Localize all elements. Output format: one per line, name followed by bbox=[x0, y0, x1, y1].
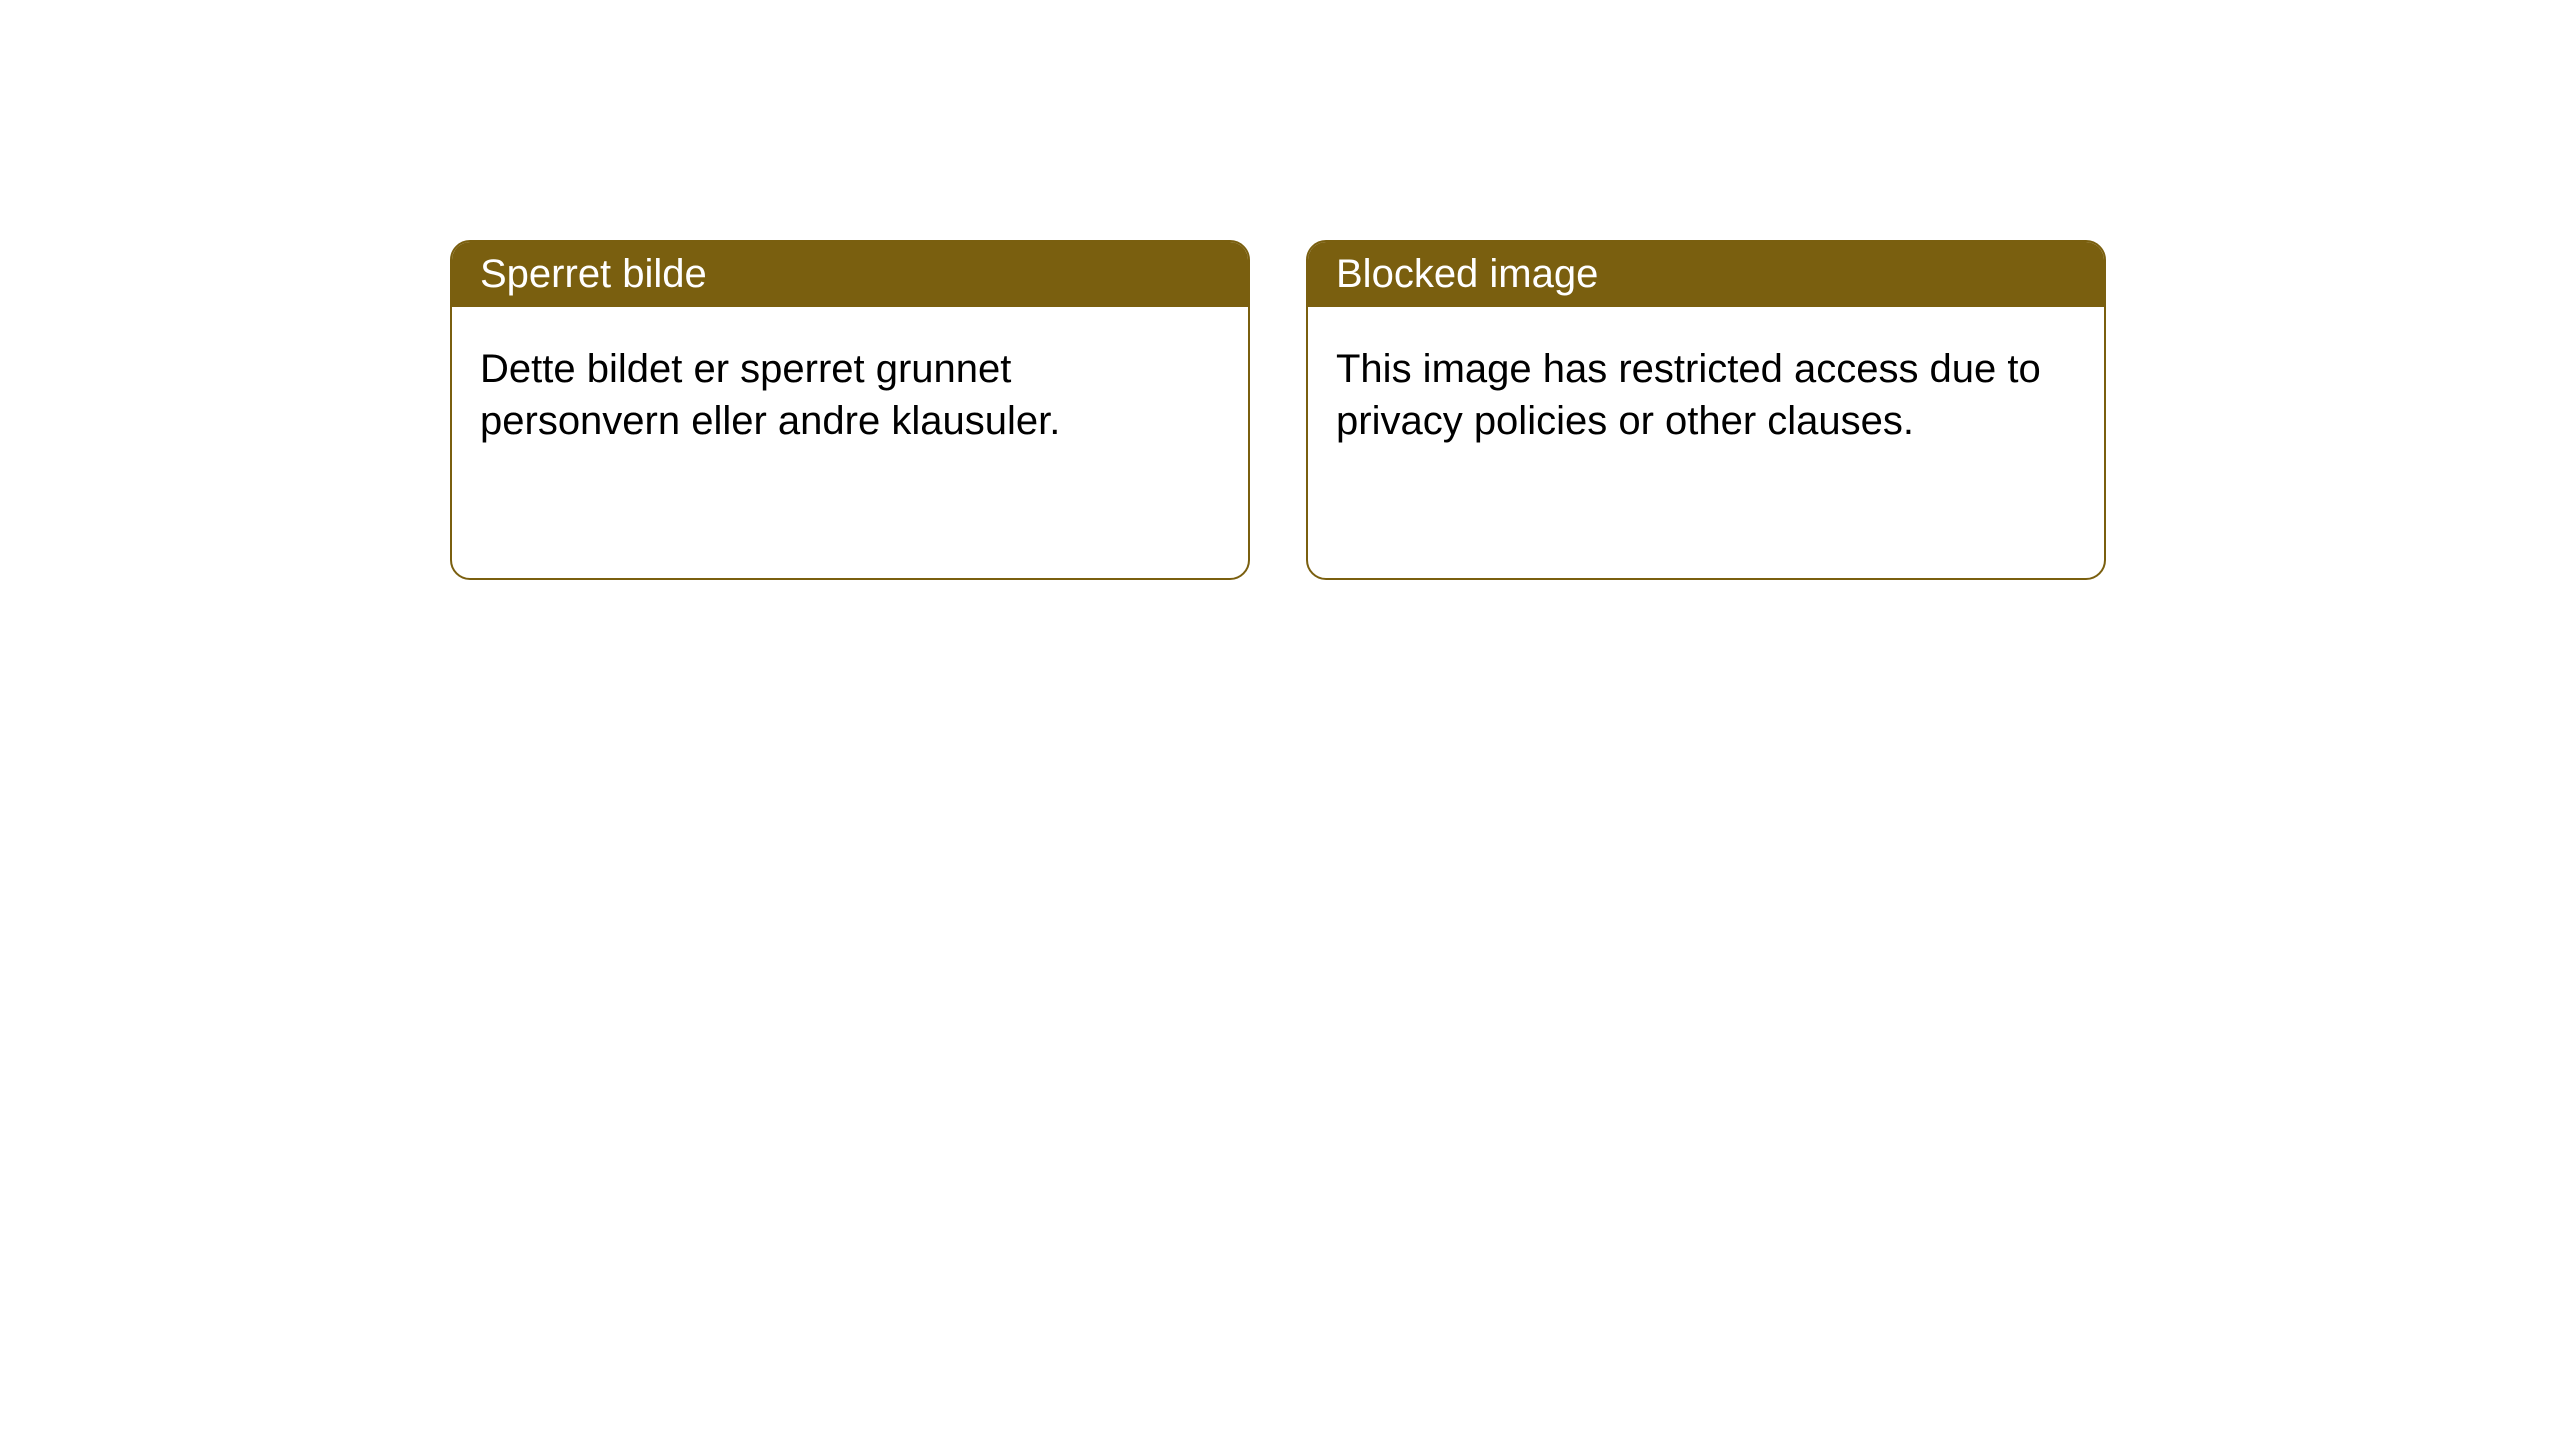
notice-message-english: This image has restricted access due to … bbox=[1336, 347, 2041, 443]
notice-body-norwegian: Dette bildet er sperret grunnet personve… bbox=[452, 307, 1248, 483]
notice-title-english: Blocked image bbox=[1336, 252, 1598, 296]
notice-box-norwegian: Sperret bilde Dette bildet er sperret gr… bbox=[450, 240, 1250, 580]
notice-container: Sperret bilde Dette bildet er sperret gr… bbox=[450, 240, 2106, 580]
notice-title-norwegian: Sperret bilde bbox=[480, 252, 707, 296]
notice-message-norwegian: Dette bildet er sperret grunnet personve… bbox=[480, 347, 1060, 443]
notice-body-english: This image has restricted access due to … bbox=[1308, 307, 2104, 483]
notice-header-english: Blocked image bbox=[1308, 242, 2104, 307]
notice-header-norwegian: Sperret bilde bbox=[452, 242, 1248, 307]
notice-box-english: Blocked image This image has restricted … bbox=[1306, 240, 2106, 580]
